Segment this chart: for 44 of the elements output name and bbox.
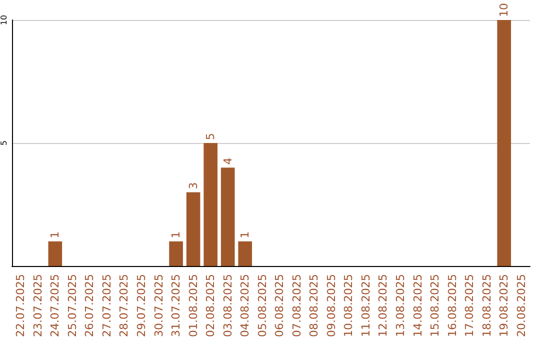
- bar: [186, 192, 200, 266]
- data-label: 1: [238, 231, 252, 238]
- x-tick-label: 27.07.2025: [100, 274, 114, 338]
- bar: [204, 143, 218, 266]
- bar: [497, 20, 512, 266]
- x-tick-label: 15.08.2025: [428, 274, 442, 338]
- x-tick-label: 19.08.2025: [498, 274, 511, 338]
- bar: [48, 241, 62, 266]
- x-tick-label: 16.08.2025: [446, 274, 459, 338]
- data-label: 4: [221, 158, 234, 165]
- x-tick-label: 05.08.2025: [256, 274, 269, 338]
- x-tick-label: 07.08.2025: [290, 274, 304, 338]
- x-tick-label: 04.08.2025: [238, 274, 252, 338]
- x-tick-label: 12.08.2025: [376, 274, 390, 338]
- x-tick-label: 01.08.2025: [186, 274, 200, 338]
- data-label: 3: [186, 182, 200, 190]
- x-tick-label: 11.08.2025: [359, 274, 372, 338]
- data-label: 1: [48, 231, 62, 238]
- x-tick-label: 17.08.2025: [463, 274, 476, 338]
- x-tick-label: 29.07.2025: [135, 274, 148, 338]
- x-tick-label: 22.07.2025: [14, 274, 28, 338]
- x-tick-label: 24.07.2025: [48, 274, 62, 338]
- x-tick-label: 08.08.2025: [308, 274, 321, 338]
- x-tick-label: 20.08.2025: [514, 274, 528, 338]
- x-tick-label: 03.08.2025: [221, 274, 234, 338]
- x-tick-label: 26.07.2025: [83, 274, 96, 338]
- data-label: 1: [170, 231, 183, 238]
- x-tick-label: 06.08.2025: [273, 274, 286, 338]
- x-tick-label: 25.07.2025: [66, 274, 79, 338]
- data-label: 10: [498, 3, 511, 17]
- x-tick-label: 30.07.2025: [152, 274, 166, 338]
- bar: [238, 241, 252, 266]
- bar: [220, 168, 235, 266]
- x-tick-label: 10.08.2025: [342, 274, 356, 338]
- x-tick-label: 23.07.2025: [31, 274, 44, 338]
- x-tick-label: 31.07.2025: [170, 274, 183, 338]
- x-tick-label: 09.08.2025: [324, 274, 338, 338]
- bar: [169, 241, 183, 266]
- x-tick-label: 14.08.2025: [411, 274, 424, 338]
- x-tick-label: 13.08.2025: [394, 274, 407, 338]
- x-tick-label: 28.07.2025: [118, 274, 131, 338]
- data-label: 5: [204, 133, 218, 140]
- x-tick-label: 02.08.2025: [204, 274, 218, 338]
- x-tick-label: 18.08.2025: [480, 274, 494, 338]
